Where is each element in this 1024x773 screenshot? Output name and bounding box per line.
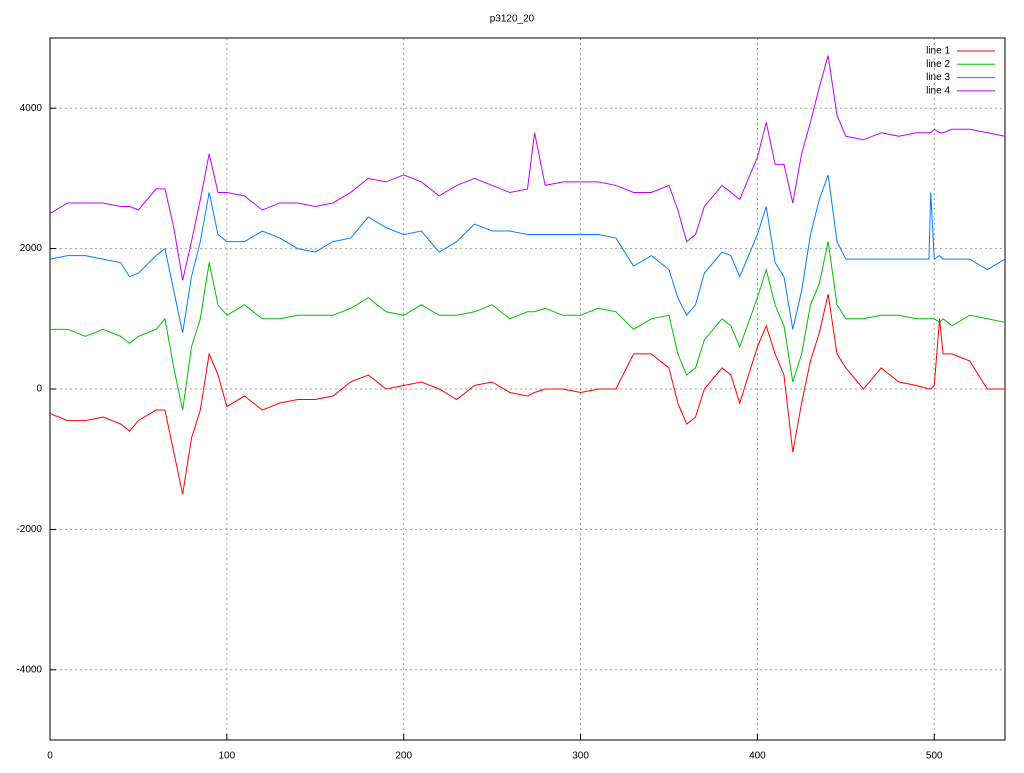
legend-label: line 2 xyxy=(926,59,950,70)
x-tick-label: 300 xyxy=(572,751,589,762)
y-tick-label: -4000 xyxy=(16,664,42,675)
chart-title: p3120_20 xyxy=(490,14,535,25)
data-line xyxy=(49,294,1005,495)
legend-label: line 4 xyxy=(926,86,950,97)
x-tick-label: 500 xyxy=(926,751,943,762)
x-tick-label: 0 xyxy=(47,751,53,762)
y-tick-label: -2000 xyxy=(16,524,42,535)
x-tick-label: 200 xyxy=(395,751,412,762)
data-line xyxy=(49,55,1006,281)
y-tick-label: 2000 xyxy=(20,243,43,254)
data-line xyxy=(49,174,1006,333)
x-tick-label: 100 xyxy=(219,751,236,762)
y-tick-label: 0 xyxy=(36,384,42,395)
legend-label: line 3 xyxy=(926,72,950,83)
data-line xyxy=(50,241,1006,411)
legend-label: line 1 xyxy=(926,46,950,57)
x-tick-label: 400 xyxy=(749,751,766,762)
y-tick-label: 4000 xyxy=(20,103,43,114)
